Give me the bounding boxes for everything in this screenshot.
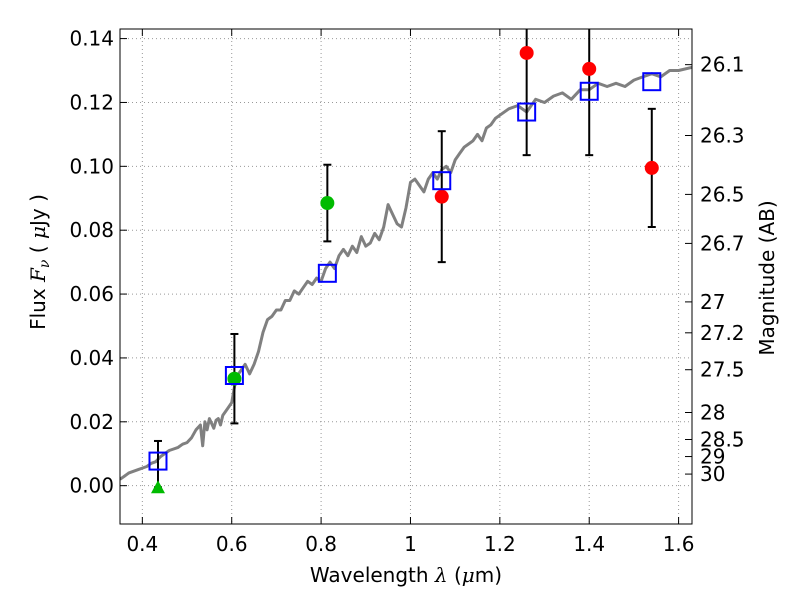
y2-tick-label: 27	[700, 290, 725, 314]
y-tick-label: 0.04	[69, 346, 114, 370]
detections-red-point	[434, 189, 449, 204]
y2-tick-label: 27.5	[700, 358, 745, 382]
y2-axis-title: Magnitude (AB)	[755, 200, 779, 355]
x-axis-title: Wavelength λ (μm)	[310, 563, 502, 587]
y2-tick-label: 26.7	[700, 231, 745, 255]
model-photometry-square	[517, 102, 537, 122]
y2-tick-label: 28.5	[700, 428, 745, 452]
model-spectrum-line	[120, 65, 692, 481]
y-axis-title: Flux Fν ( μJy )	[26, 194, 53, 330]
model-photometry-square	[432, 171, 452, 191]
y-tick-label: 0.00	[69, 474, 114, 498]
upper-limit-triangle	[150, 480, 165, 494]
y2-tick-label: 26.5	[700, 182, 745, 206]
model-photometry-square	[148, 451, 168, 471]
model-photometry-square	[579, 81, 599, 101]
x-tick-label: 0.4	[126, 532, 158, 556]
y-tick-label: 0.06	[69, 282, 114, 306]
y-tick-label: 0.10	[69, 154, 114, 178]
y2-tick-label: 26.3	[700, 123, 745, 147]
y2-tick-label: 30	[700, 462, 725, 486]
detections-red-point	[582, 61, 597, 76]
x-tick-label: 1	[404, 532, 417, 556]
y2-tick-label: 26.1	[700, 53, 745, 77]
model-photometry-square	[642, 72, 662, 92]
y-tick-label: 0.12	[69, 90, 114, 114]
y2-tick-label: 29	[700, 445, 725, 469]
model-photometry-square	[317, 263, 337, 283]
x-tick-label: 0.8	[305, 532, 337, 556]
grid	[120, 29, 692, 524]
detections-red-point	[519, 45, 534, 60]
x-tick-label: 0.6	[216, 532, 248, 556]
model-photometry-square	[224, 366, 244, 385]
x-tick-label: 1.2	[484, 532, 516, 556]
y-tick-label: 0.02	[69, 410, 114, 434]
y-tick-label: 0.14	[69, 27, 114, 51]
detections-red-point	[644, 160, 659, 175]
ticks: 0.4 0.6 0.8 1 1.2 1.4 1.6 0.00 0.02 0.04 0.06 0.08 0…	[69, 27, 744, 556]
x-tick-label: 1.4	[573, 532, 605, 556]
y-tick-label: 0.08	[69, 218, 114, 242]
detections-green-point	[320, 196, 335, 211]
detections-green-point	[227, 371, 242, 386]
y2-tick-label: 27.2	[700, 321, 745, 345]
plot-frame	[119, 28, 693, 525]
data-layer	[120, 29, 692, 494]
x-tick-label: 1.6	[663, 532, 695, 556]
y2-tick-label: 28	[700, 401, 725, 425]
